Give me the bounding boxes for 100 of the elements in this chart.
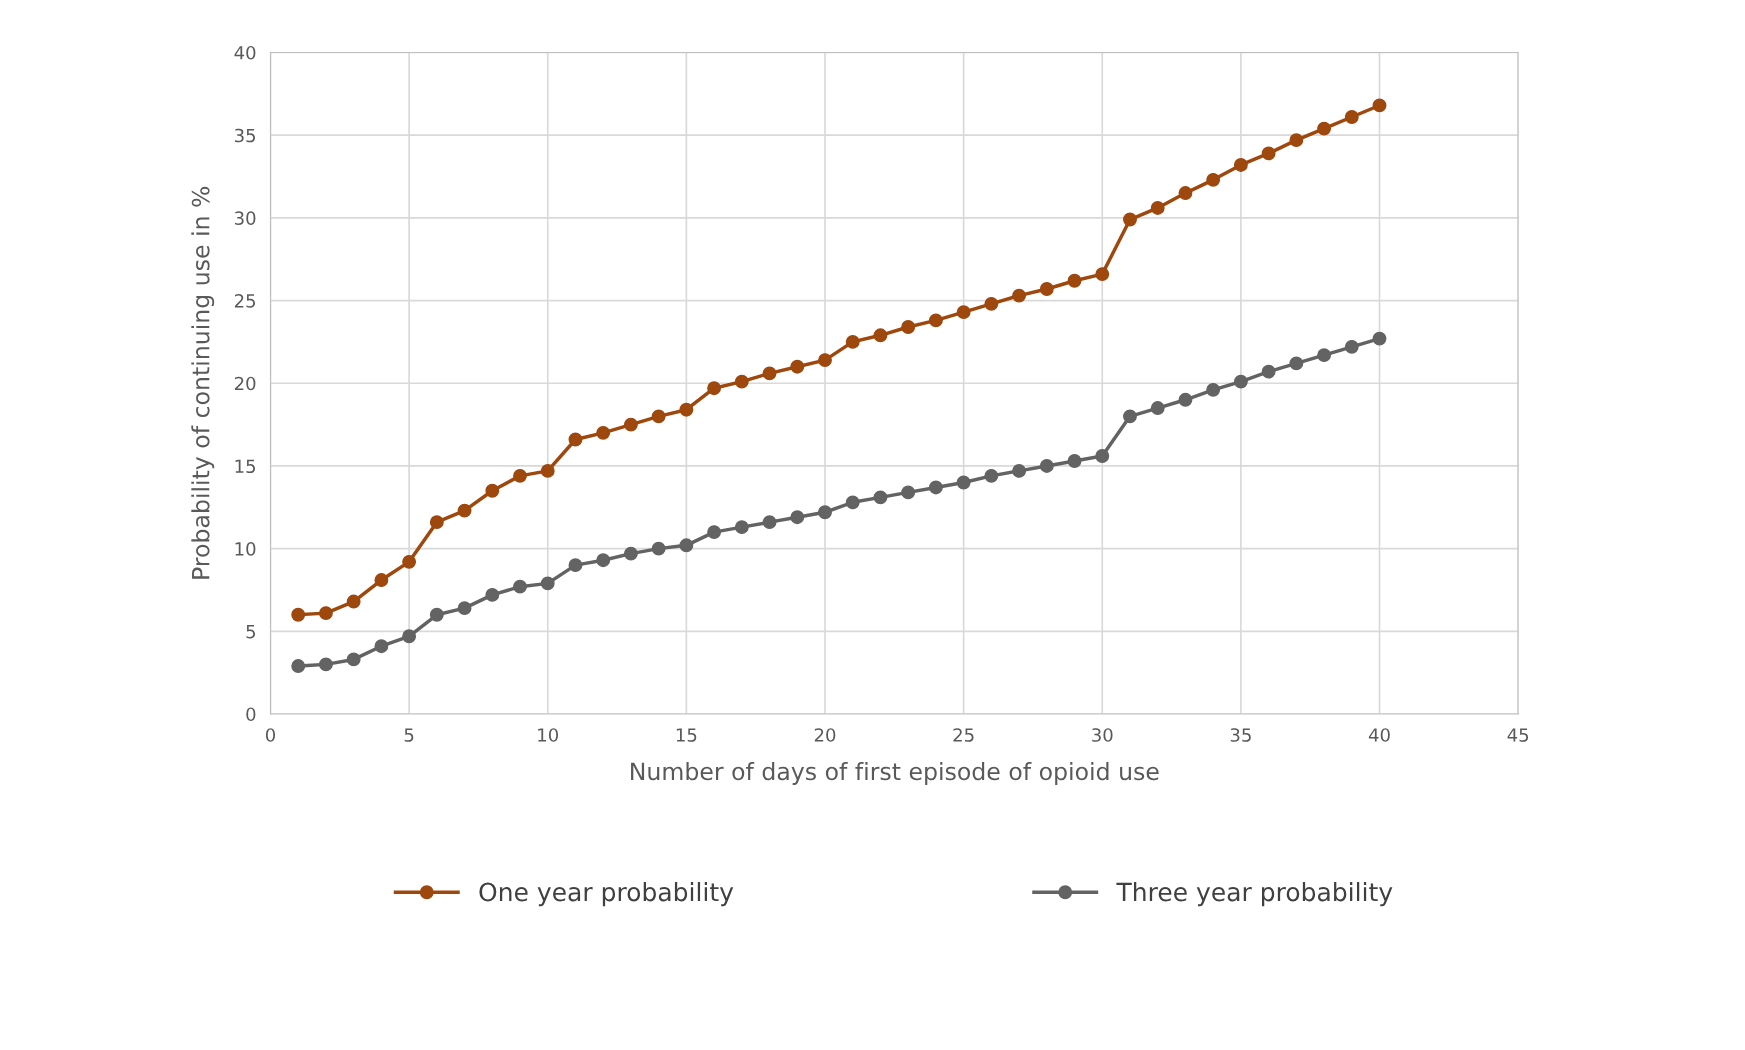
y-tick-label: 5: [246, 625, 256, 639]
legend-label: Three year probability: [1116, 882, 1393, 907]
point: [1067, 454, 1082, 468]
point: [984, 296, 999, 311]
point: [1233, 158, 1248, 172]
y-tick-label: 40: [234, 45, 256, 60]
y-tick-label: 10: [235, 542, 256, 556]
point: [707, 525, 722, 540]
point: [623, 546, 638, 561]
point: [928, 480, 943, 495]
point: [429, 607, 444, 622]
point: [374, 573, 389, 587]
point: [623, 417, 638, 432]
y-tick-label: 15: [235, 459, 256, 474]
point: [873, 328, 888, 343]
point: [956, 475, 971, 490]
point: [845, 495, 860, 510]
point: [485, 483, 500, 498]
x-tick-label: 10: [538, 728, 559, 742]
point: [540, 463, 555, 478]
y-tick-label: 20: [234, 376, 256, 391]
point: [318, 606, 333, 621]
point: [346, 652, 361, 667]
point: [1067, 273, 1082, 288]
point: [596, 553, 611, 568]
point: [429, 515, 444, 530]
point: [402, 629, 417, 644]
point: [1095, 449, 1110, 463]
x-tick-label: 35: [1230, 728, 1251, 742]
x-tick-label: 5: [404, 728, 414, 742]
point: [1095, 267, 1110, 282]
point: [1039, 458, 1054, 473]
point: [1123, 212, 1137, 227]
x-axis-title: Number of days of first episode of opioid use: [631, 762, 1159, 785]
point: [1372, 331, 1387, 346]
x-tick-label: 25: [953, 728, 974, 742]
point: [513, 579, 527, 594]
point: [291, 607, 306, 622]
y-tick-label: 25: [234, 294, 256, 308]
legend-label: One year probability: [479, 882, 734, 907]
point: [956, 305, 971, 320]
y-tick-label: 35: [234, 128, 256, 143]
point: [568, 558, 583, 573]
point: [651, 409, 666, 424]
point: [707, 381, 722, 396]
point: [1123, 409, 1137, 424]
point: [1261, 146, 1276, 161]
point: [596, 425, 611, 440]
point: [1372, 98, 1387, 113]
point: [762, 366, 777, 381]
x-tick-label: 15: [676, 728, 697, 742]
point: [1317, 121, 1332, 136]
x-tick-label: 45: [1507, 728, 1529, 742]
point: [1233, 374, 1248, 389]
point: [651, 541, 666, 556]
point: [734, 374, 749, 389]
point: [374, 639, 389, 654]
point: [873, 490, 888, 505]
point: [1150, 201, 1165, 215]
y-axis-title: Probability of continuing use in %: [191, 186, 215, 579]
point: [1344, 339, 1359, 354]
point: [346, 594, 361, 609]
point: [1317, 348, 1332, 363]
point: [540, 576, 555, 591]
point: [679, 402, 694, 417]
point: [1261, 364, 1276, 379]
point: [1012, 463, 1027, 478]
point: [1012, 288, 1027, 303]
point: [457, 601, 472, 616]
point: [984, 468, 999, 483]
point: [1344, 110, 1359, 124]
point: [1206, 172, 1221, 187]
point: [402, 554, 417, 569]
x-tick-label: 30: [1092, 728, 1113, 742]
point: [762, 515, 777, 530]
point: [1178, 392, 1193, 407]
point: [568, 432, 583, 447]
point: [1039, 282, 1054, 296]
x-tick-label: 0: [265, 728, 276, 742]
point: [1178, 186, 1193, 201]
point: [1289, 356, 1304, 371]
point: [485, 587, 500, 602]
point: [790, 359, 805, 374]
point: [818, 353, 832, 368]
point: [845, 334, 860, 349]
point: [457, 503, 472, 518]
point: [901, 485, 916, 500]
point: [901, 320, 916, 334]
y-tick-label: 0: [246, 707, 256, 722]
point: [513, 468, 527, 483]
point: [790, 510, 805, 525]
point: [318, 657, 333, 672]
y-tick-label: 30: [234, 211, 256, 225]
point: [1150, 401, 1165, 416]
point: [818, 505, 832, 520]
point: [734, 520, 749, 535]
point: [1206, 382, 1221, 397]
point: [1289, 133, 1304, 148]
x-tick-label: 40: [1368, 728, 1390, 742]
x-tick-label: 20: [814, 728, 836, 742]
